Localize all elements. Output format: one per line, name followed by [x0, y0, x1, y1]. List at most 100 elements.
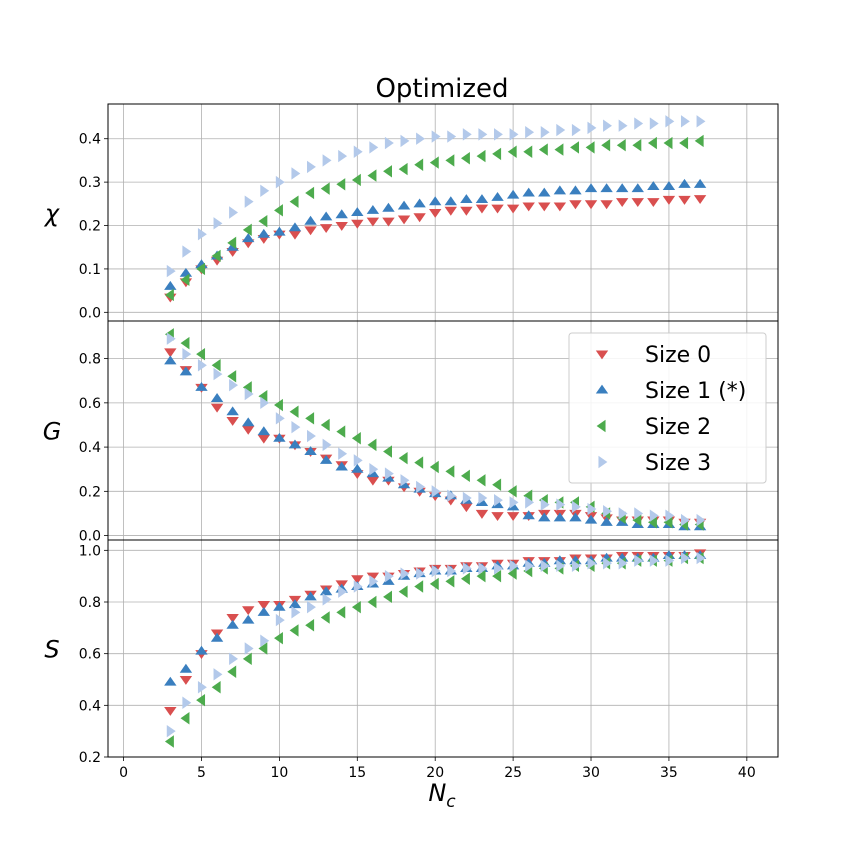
- data-point: [304, 446, 317, 456]
- data-point: [210, 393, 224, 402]
- data-point: [384, 569, 394, 583]
- data-point: [288, 599, 302, 609]
- data-point: [429, 156, 439, 169]
- data-point: [244, 642, 254, 655]
- data-point: [478, 128, 488, 141]
- data-point: [288, 439, 302, 449]
- y-tick-label: 0.2: [79, 484, 101, 500]
- data-point: [649, 554, 659, 567]
- data-point: [398, 585, 408, 598]
- data-point: [257, 601, 271, 610]
- data-point: [615, 198, 629, 208]
- data-point: [523, 489, 533, 502]
- y-axis-label: S: [44, 636, 59, 664]
- data-point: [307, 429, 316, 443]
- data-point: [492, 478, 502, 491]
- series-2: [164, 328, 704, 531]
- data-point: [678, 178, 691, 188]
- data-point: [584, 183, 598, 193]
- data-point: [179, 663, 193, 673]
- data-point: [447, 564, 457, 578]
- data-point: [257, 606, 271, 616]
- data-point: [226, 619, 239, 629]
- legend-label: Size 1 (*): [645, 379, 746, 404]
- data-point: [369, 463, 379, 476]
- data-point: [569, 200, 582, 210]
- data-point: [696, 551, 706, 565]
- data-point: [414, 580, 424, 593]
- y-tick-label: 0.2: [79, 750, 101, 766]
- data-point: [461, 572, 470, 585]
- y-tick-label: 0.2: [79, 219, 101, 235]
- data-point: [242, 381, 252, 394]
- data-point: [506, 189, 520, 199]
- data-point: [211, 359, 221, 372]
- data-point: [260, 184, 270, 197]
- data-point: [307, 600, 316, 614]
- data-point: [400, 567, 410, 580]
- data-point: [618, 119, 628, 132]
- data-point: [353, 580, 363, 593]
- data-point: [506, 204, 520, 214]
- data-point: [260, 634, 270, 647]
- data-point: [553, 202, 567, 212]
- data-point: [616, 139, 626, 152]
- data-point: [335, 209, 348, 219]
- data-point: [305, 186, 315, 200]
- data-point: [696, 115, 706, 128]
- data-point: [384, 136, 394, 150]
- data-point: [556, 559, 566, 573]
- y-tick-label: 0.8: [79, 595, 101, 611]
- data-point: [431, 130, 441, 143]
- data-point: [242, 614, 255, 624]
- data-point: [382, 202, 395, 212]
- legend-marker: [595, 384, 609, 394]
- x-tick-label: 30: [582, 765, 600, 781]
- data-point: [258, 390, 268, 403]
- data-point: [351, 463, 364, 473]
- data-point: [445, 465, 455, 478]
- data-point: [369, 575, 379, 588]
- data-point: [305, 412, 315, 425]
- data-point: [634, 554, 644, 567]
- data-point: [662, 195, 676, 205]
- data-point: [680, 551, 690, 565]
- data-point: [182, 245, 192, 258]
- y-tick-label: 0.8: [79, 352, 101, 368]
- data-point: [429, 196, 442, 206]
- data-point: [649, 117, 659, 130]
- data-point: [179, 675, 193, 685]
- data-point: [665, 509, 675, 522]
- data-point: [335, 461, 348, 471]
- data-point: [429, 208, 442, 218]
- data-point: [634, 117, 644, 130]
- series-3: [166, 551, 706, 738]
- y-tick-label: 0.3: [79, 175, 101, 191]
- data-point: [538, 512, 551, 522]
- series-1: [164, 178, 707, 290]
- data-point: [462, 491, 472, 505]
- data-point: [397, 215, 411, 225]
- x-axis-label-main: N: [428, 779, 446, 807]
- data-point: [211, 249, 221, 263]
- data-point: [679, 136, 689, 150]
- data-point: [649, 509, 659, 522]
- data-point: [460, 194, 473, 204]
- data-point: [445, 575, 455, 588]
- data-point: [244, 195, 254, 208]
- x-axis-label-subscript: c: [446, 792, 456, 812]
- data-point: [242, 417, 255, 427]
- data-point: [492, 569, 502, 583]
- data-point: [338, 149, 348, 163]
- data-point: [397, 200, 411, 210]
- data-point: [353, 454, 363, 467]
- data-point: [647, 516, 657, 529]
- legend-marker: [598, 455, 608, 469]
- data-point: [195, 381, 208, 391]
- data-point: [491, 191, 504, 201]
- data-point: [493, 493, 503, 507]
- data-point: [338, 447, 348, 460]
- y-tick-label: 0.4: [79, 132, 101, 148]
- data-point: [509, 128, 519, 141]
- data-point: [274, 398, 283, 412]
